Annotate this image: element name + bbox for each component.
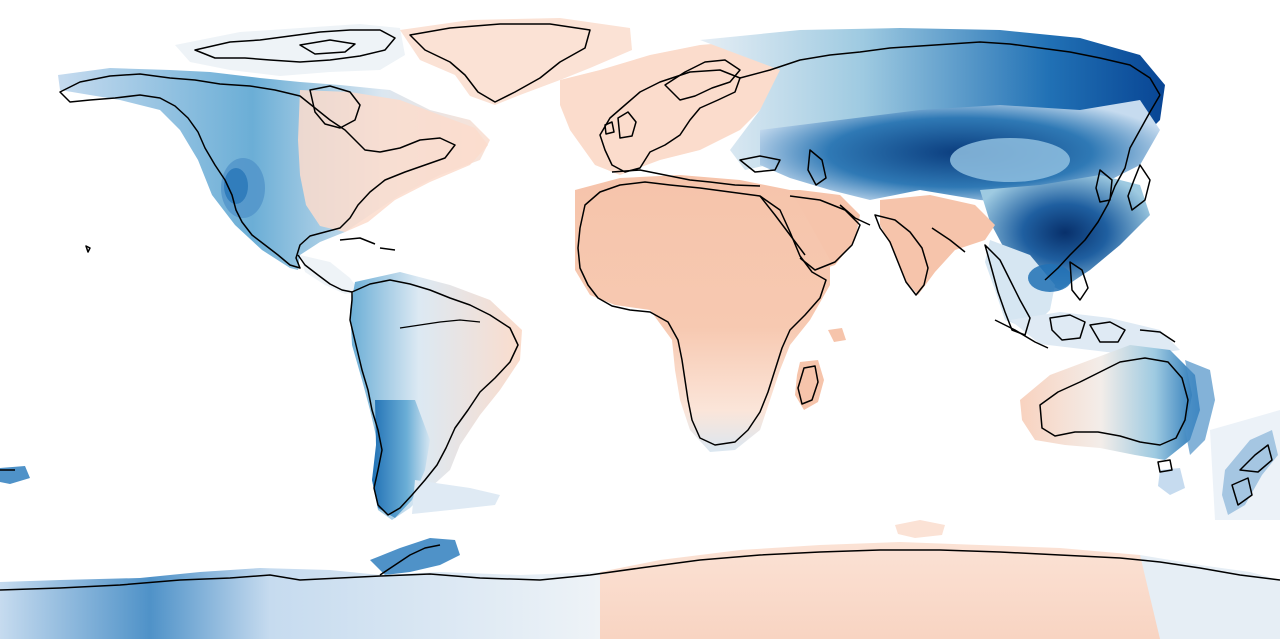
coastline-antarctic-peninsula [379,544,441,576]
region-west-antarctica [0,568,600,639]
coastline-pacific-islet [85,245,91,253]
coastline-mediterranean [611,169,761,187]
coastline-scandinavia [664,59,741,101]
region-antarctic-peninsula [370,538,460,575]
coastline-arabia [789,195,861,271]
coastline-korea [1095,169,1113,203]
coastline-caribbean [339,237,396,251]
region-central-america [300,255,360,294]
coastline-north-america [59,73,456,269]
coastline-tasmania [1157,459,1173,473]
coastline-persian-gulf [839,204,871,226]
region-africa [575,175,830,452]
coastline-madagascar [797,365,819,405]
coastline-south-america [349,279,519,516]
coastline-philippines [1069,261,1089,301]
region-indian-ocean-island [828,328,846,342]
region-western-north-america-inner [224,168,248,204]
region-patagonia-shelf [412,480,500,514]
region-tasmania [1158,468,1185,495]
coastline-australia [1039,357,1189,446]
coastline-british-isles [604,111,637,139]
region-india [880,195,995,295]
coastline-arctic-islands [194,29,396,63]
region-australia [1020,345,1200,460]
coastline-antarctica [0,549,1280,591]
coastline-amazon [399,319,481,329]
coastline-central-america [297,254,353,293]
region-south-china-coast [1028,264,1072,292]
coastline-north-asia [739,41,1161,96]
region-tibet [950,138,1070,182]
anomaly-field [0,18,1280,639]
coastline-india [874,214,966,296]
region-australia-east [1185,360,1215,455]
region-arctic-canada [175,24,405,76]
region-east-antarctica [600,542,1170,639]
coastline-japan [1127,164,1151,211]
coastline-greenland [409,23,591,103]
region-western-europe [560,40,790,175]
region-indochina [985,240,1055,330]
coastline-east-asia [1044,94,1161,281]
region-subantarctic-island [895,520,945,538]
coastline-hudson-bay [309,85,361,129]
coastline-black-sea [739,149,827,186]
coastline-red-sea [759,195,806,256]
coastlines [0,23,1280,591]
coastline-indonesia [994,314,1176,349]
coastline-africa [577,181,827,446]
coastline-indochina [984,244,1031,336]
coastline-new-zealand [1231,444,1273,506]
region-greenland [400,18,632,105]
